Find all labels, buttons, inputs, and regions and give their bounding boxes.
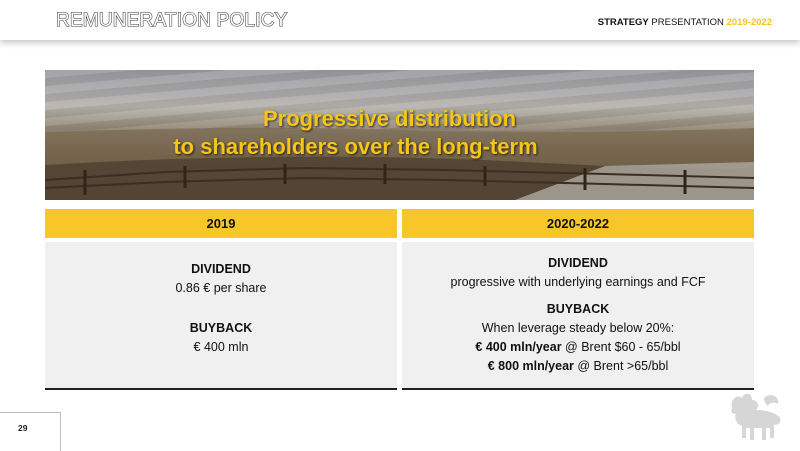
banner-landscape [45, 127, 754, 200]
dividend-value: 0.86 € per share [175, 281, 267, 295]
header-bar: REMUNERATION POLICY STRATEGY PRESENTATIO… [0, 0, 800, 40]
banner-image: Progressive distribution to shareholders… [45, 70, 754, 200]
buyback-scenario-1: € 400 mln/year @ Brent $60 - 65/bbl [402, 338, 754, 357]
presentation-label: STRATEGY PRESENTATION 2019-2022 [598, 17, 772, 28]
column-heading-2020-2022: 2020-2022 [402, 209, 754, 238]
banner-headline-line2: to shareholders over the long-term [173, 134, 538, 159]
presentation-label-years: 2019-2022 [726, 17, 772, 28]
column-heading-2019: 2019 [45, 209, 397, 238]
buyback-brent-2: @ Brent >65/bbl [573, 359, 669, 373]
buyback-scenario-2: € 800 mln/year @ Brent >65/bbl [402, 357, 754, 376]
dividend-title: DIVIDEND [191, 262, 251, 276]
buyback-amount-1: € 400 mln/year [475, 340, 562, 354]
buyback-value: € 400 mln [193, 340, 249, 354]
buyback-amount-2: € 800 mln/year [487, 359, 574, 373]
six-legged-dog-logo-icon [724, 388, 786, 451]
banner-headline-line1: Progressive distribution [262, 106, 517, 131]
column-body-2020-2022: DIVIDEND progressive with underlying ear… [402, 242, 754, 390]
buyback-condition: When leverage steady below 20%: [481, 321, 675, 335]
page-number-box: 29 [0, 412, 61, 451]
page-number: 29 [18, 423, 28, 433]
column-body-2019: DIVIDEND 0.86 € per share BUYBACK € 400 … [45, 242, 397, 390]
presentation-label-strategy: STRATEGY [597, 17, 649, 28]
presentation-label-word: PRESENTATION [648, 17, 727, 28]
buyback-title: BUYBACK [546, 302, 610, 316]
buyback-brent-1: @ Brent $60 - 65/bbl [561, 340, 681, 354]
dividend-title: DIVIDEND [548, 256, 608, 270]
dividend-value: progressive with underlying earnings and… [450, 275, 706, 289]
buyback-title: BUYBACK [189, 321, 253, 335]
banner-sky [45, 70, 754, 130]
page-title: REMUNERATION POLICY [55, 9, 288, 31]
